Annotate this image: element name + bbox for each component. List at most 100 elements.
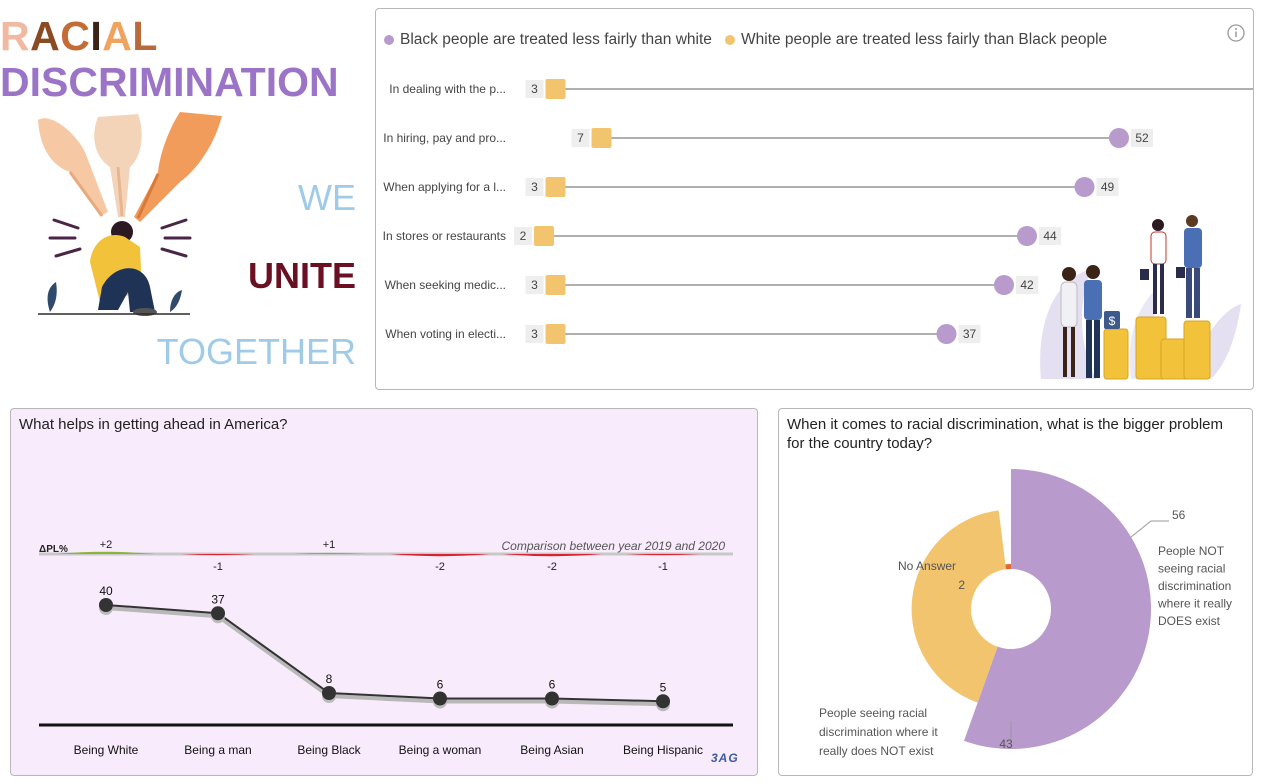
black-value-bg: [1039, 227, 1061, 245]
title-letter: A: [30, 13, 61, 59]
data-value-label: 6: [437, 678, 444, 692]
info-circle-icon[interactable]: [1226, 23, 1246, 43]
donut-slice[interactable]: [911, 510, 1007, 703]
slice-category-label: really does NOT exist: [819, 744, 934, 758]
donut-slice[interactable]: [1005, 564, 1011, 570]
data-point[interactable]: [211, 606, 225, 621]
delta-value-label: +2: [100, 539, 113, 551]
white-value-label: 3: [531, 180, 538, 194]
dumbbell-category-label: In dealing with the p...: [389, 82, 506, 96]
ahead-title: What helps in getting ahead in America?: [19, 416, 288, 433]
white-marker[interactable]: [545, 324, 566, 344]
logo-3ag: 3AG: [711, 751, 739, 765]
white-value-label: 7: [577, 131, 584, 145]
title-racial: RACIAL: [0, 14, 158, 58]
data-point[interactable]: [656, 694, 670, 709]
comparison-note: Comparison between year 2019 and 2020: [502, 539, 726, 553]
title-letter: R: [0, 13, 31, 59]
black-value-label: 52: [1135, 131, 1149, 145]
white-value-label: 2: [520, 229, 527, 243]
delta-value-label: -2: [435, 561, 445, 573]
black-marker[interactable]: [1017, 226, 1037, 246]
black-value-label: 42: [1020, 278, 1034, 292]
white-marker[interactable]: [591, 128, 612, 148]
slice-category-label: seeing racial: [1158, 562, 1225, 576]
white-value-label: 3: [531, 82, 538, 96]
category-label: Being a man: [184, 743, 251, 757]
leader-line: [1130, 520, 1169, 538]
donut-title: When it comes to racial discrimination, …: [787, 416, 1224, 452]
white-marker[interactable]: [534, 226, 554, 246]
delta-value-label: -2: [547, 561, 557, 573]
business-people-illustration: $: [1040, 215, 1241, 380]
legend-dot-black: [384, 35, 394, 45]
delta-value-label: -1: [658, 561, 668, 573]
donut-slice[interactable]: [964, 469, 1151, 749]
current-year-line: [105, 604, 664, 703]
delta-wave: [502, 554, 602, 557]
pointing-hands-illustration: [38, 112, 222, 316]
hand-left-icon: [38, 118, 108, 217]
delta-wave: [625, 554, 701, 556]
black-value-label: 37: [963, 327, 977, 341]
black-marker[interactable]: [936, 324, 957, 344]
title-letter: C: [60, 13, 91, 59]
slice-category-label: discrimination: [1158, 579, 1231, 593]
legend-item-black[interactable]: Black people are treated less fairly tha…: [384, 31, 712, 49]
category-label: Being Black: [297, 743, 361, 757]
donut-panel: When it comes to racial discrimination, …: [778, 408, 1253, 776]
data-point[interactable]: [433, 691, 447, 706]
slogan-we: WE: [298, 177, 356, 218]
previous-year-line: [105, 606, 664, 707]
category-label: Being a woman: [399, 743, 482, 757]
delta-wave: [390, 554, 490, 557]
dumbbell-chart: In dealing with the p...365In hiring, pa…: [383, 79, 1253, 344]
slice-value-label: 2: [958, 578, 965, 592]
white-value-bg: [525, 178, 544, 196]
data-point[interactable]: [545, 691, 559, 706]
donut-chart: 56 People NOT seeing racial discrimination w…: [819, 469, 1232, 758]
white-value-bg: [525, 80, 544, 98]
black-value-label: 44: [1043, 229, 1057, 243]
dumbbell-category-label: In hiring, pay and pro...: [383, 131, 506, 145]
delta-value-label: +1: [323, 539, 336, 551]
delta-wave: [291, 552, 367, 554]
data-value-label: 37: [211, 592, 225, 606]
category-label: Being Hispanic: [623, 743, 703, 757]
dumbbell-panel: Black people are treated less fairly tha…: [375, 8, 1254, 390]
delta-value-label: -1: [213, 561, 223, 573]
white-marker[interactable]: [545, 177, 566, 197]
dumbbell-category-label: In stores or restaurants: [383, 229, 506, 243]
slice-category-label: People seeing racial: [819, 706, 927, 720]
black-marker[interactable]: [1074, 177, 1095, 197]
black-value-bg: [958, 325, 981, 343]
black-marker[interactable]: [994, 275, 1014, 295]
slice-category-label: where it really: [1157, 597, 1232, 611]
white-marker[interactable]: [545, 275, 566, 295]
white-value-bg: [571, 129, 590, 147]
white-marker[interactable]: [545, 79, 566, 99]
black-marker[interactable]: [1109, 128, 1129, 148]
dumbbell-category-label: When applying for a l...: [383, 180, 506, 194]
dollar-icon: $: [1109, 314, 1116, 328]
hand-right-icon: [134, 112, 222, 222]
black-value-bg: [1096, 178, 1119, 196]
legend-item-white[interactable]: White people are treated less fairly tha…: [725, 31, 1107, 49]
data-value-label: 5: [660, 680, 667, 694]
black-value-bg: [1016, 276, 1038, 294]
white-value-label: 3: [531, 278, 538, 292]
data-point[interactable]: [322, 686, 336, 700]
category-label: Being White: [74, 743, 139, 757]
slice-category-label: People NOT: [1158, 544, 1225, 558]
slogan-unite: UNITE: [248, 255, 356, 296]
black-value-bg: [1131, 129, 1153, 147]
title-letter: L: [132, 13, 158, 59]
slice-category-label: No Answer: [898, 559, 956, 573]
ahead-panel: What helps in getting ahead in America? …: [10, 408, 758, 776]
white-value-bg: [525, 325, 544, 343]
slice-category-label: DOES exist: [1158, 614, 1221, 628]
slogan-together: TOGETHER: [156, 331, 356, 372]
data-point[interactable]: [99, 598, 113, 612]
white-value-bg: [525, 276, 544, 294]
data-value-label: 6: [549, 678, 556, 692]
